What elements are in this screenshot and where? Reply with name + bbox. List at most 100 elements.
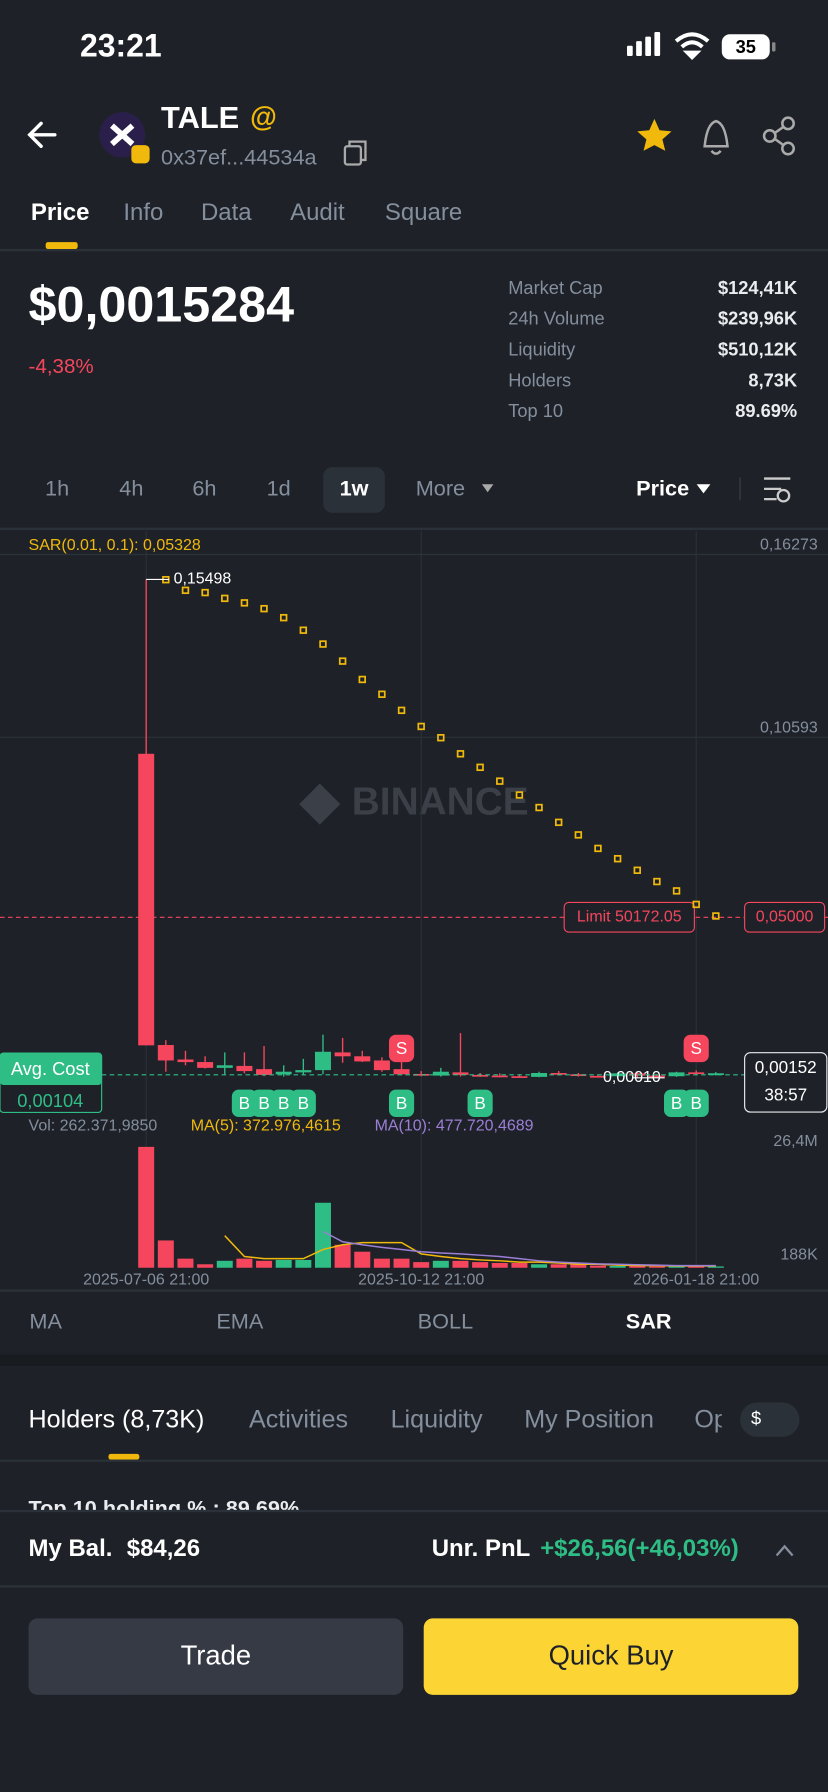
interval[interactable]: 1d xyxy=(267,476,291,501)
volume-bar xyxy=(707,1266,724,1268)
section-tab[interactable]: Holders (8,73K) xyxy=(29,1405,205,1433)
tab[interactable]: Data xyxy=(201,199,252,226)
ma5-line xyxy=(224,1235,716,1267)
sar-dot xyxy=(496,777,504,785)
currency-toggle[interactable] xyxy=(740,1402,800,1437)
trade-marker xyxy=(683,1034,709,1063)
share-button[interactable] xyxy=(762,116,795,156)
interval[interactable]: More xyxy=(416,476,465,501)
trade-marker xyxy=(231,1089,257,1117)
token-address: 0x37ef...44534a xyxy=(161,145,317,170)
tab[interactable]: Square xyxy=(385,199,462,226)
volume-bar xyxy=(491,1262,508,1268)
trade-marker-label: B xyxy=(258,1093,269,1113)
countdown: 38:57 xyxy=(764,1085,807,1105)
sar-dot xyxy=(712,912,720,920)
avg-cost-value: 0,00104 xyxy=(17,1090,83,1111)
sar-dot xyxy=(378,690,386,698)
sar-dot xyxy=(279,613,288,622)
interval[interactable]: 1h xyxy=(45,476,69,501)
alert-button[interactable] xyxy=(703,119,729,155)
volume-bar xyxy=(668,1266,685,1268)
trade-marker xyxy=(290,1089,316,1117)
volume-bar xyxy=(157,1240,174,1268)
trade-marker-label: S xyxy=(690,1038,701,1058)
candle-body xyxy=(334,1052,351,1057)
price-toggle[interactable]: Price xyxy=(636,476,689,501)
trade-marker xyxy=(388,1034,415,1063)
section-tab[interactable]: Liquidity xyxy=(391,1405,484,1433)
sar-dot xyxy=(653,877,661,886)
volume-bar xyxy=(550,1264,567,1268)
tab[interactable]: Info xyxy=(123,199,163,226)
section-tab[interactable]: Op xyxy=(694,1405,728,1433)
candle-body xyxy=(589,1075,606,1078)
candle-body xyxy=(531,1073,548,1077)
tab[interactable]: Audit xyxy=(290,199,345,226)
chart-settings-button[interactable] xyxy=(764,477,791,503)
stat-label: Market Cap xyxy=(508,277,602,298)
favorite-button[interactable] xyxy=(637,118,672,151)
sar-dot xyxy=(692,900,700,909)
volume-bar xyxy=(354,1251,371,1268)
stat-label: Liquidity xyxy=(508,338,576,359)
candle-body xyxy=(138,753,155,1046)
last-price-tag xyxy=(744,1052,828,1113)
back-button[interactable] xyxy=(27,121,57,148)
candle-body xyxy=(295,1070,312,1073)
copy-icon xyxy=(348,140,367,162)
ma5-label: MA(5): 372.976,4615 xyxy=(191,1117,341,1134)
candle-body xyxy=(256,1069,273,1075)
quick-buy-button-label: Quick Buy xyxy=(549,1639,674,1670)
sar-dot xyxy=(417,722,425,731)
indicator-tab[interactable]: EMA xyxy=(216,1308,264,1333)
candle-body xyxy=(157,1045,174,1061)
x-tick-label: 2026-01-18 21:00 xyxy=(633,1272,759,1289)
quick-buy-button[interactable] xyxy=(423,1618,799,1695)
limit-value-tag xyxy=(744,901,826,933)
candle-body xyxy=(216,1065,233,1068)
sar-dot xyxy=(201,588,209,597)
sar-dot xyxy=(594,844,602,853)
trade-marker-label: B xyxy=(690,1093,701,1113)
limit-tag xyxy=(563,901,695,933)
trade-marker-label: B xyxy=(671,1093,682,1113)
candle-body xyxy=(472,1074,489,1077)
interval[interactable]: 6h xyxy=(192,476,216,501)
volume-bar xyxy=(413,1262,430,1268)
section-tab[interactable]: Activities xyxy=(249,1405,348,1433)
indicator-tab[interactable]: MA xyxy=(29,1308,62,1333)
volume-bar xyxy=(314,1202,331,1268)
copy-button[interactable] xyxy=(343,145,363,166)
interval[interactable]: 4h xyxy=(119,476,143,501)
indicator-tab[interactable]: BOLL xyxy=(418,1308,473,1333)
trade-marker-label: B xyxy=(396,1093,407,1113)
trade-button[interactable] xyxy=(28,1618,404,1695)
tab[interactable]: Price xyxy=(31,199,90,226)
candle-body xyxy=(707,1073,724,1075)
volume-bar xyxy=(472,1262,489,1268)
sar-dot xyxy=(574,831,583,839)
trade-marker xyxy=(663,1089,690,1117)
volume-tick-label: 188K xyxy=(780,1247,818,1264)
sar-dot xyxy=(613,854,622,863)
volume-bar xyxy=(256,1260,273,1268)
annotation: 0,15498 xyxy=(174,571,232,588)
expand-button[interactable] xyxy=(775,1544,794,1557)
sar-dot xyxy=(338,657,347,665)
sar-dot xyxy=(672,887,681,895)
sar-dot xyxy=(240,599,249,607)
avg-cost-label: Avg. Cost xyxy=(11,1058,90,1079)
sar-dot xyxy=(319,640,327,648)
volume-bar xyxy=(609,1266,626,1268)
volume-bar xyxy=(452,1260,469,1268)
indicator-label: SAR(0.01, 0.1): 0,05328 xyxy=(29,537,201,554)
interval[interactable]: 1w xyxy=(340,476,369,501)
section-tab[interactable]: My Position xyxy=(524,1405,654,1433)
stat-label: Top 10 xyxy=(508,400,563,421)
trade-marker-label: B xyxy=(239,1093,250,1113)
chain-badge xyxy=(131,145,150,164)
y-tick-label: 0,10593 xyxy=(760,719,818,736)
indicator-tab[interactable]: SAR xyxy=(626,1308,672,1333)
